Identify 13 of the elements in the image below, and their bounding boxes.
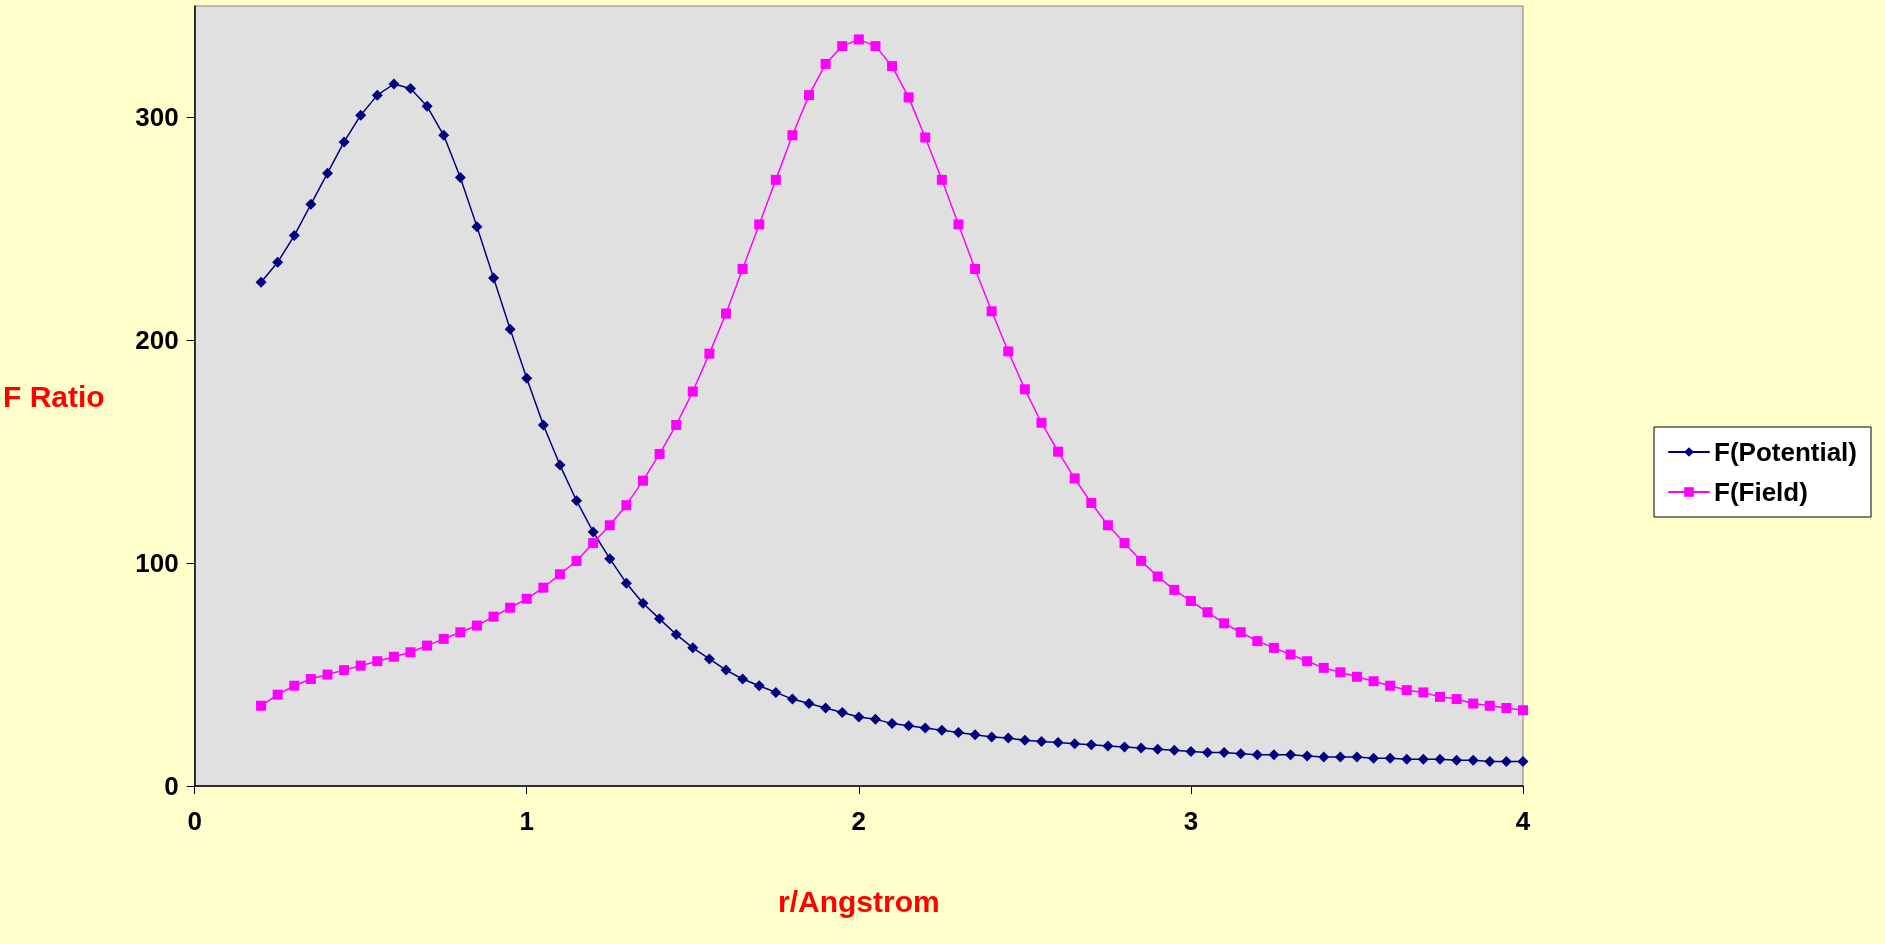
y-tick-label: 300	[135, 102, 179, 133]
x-tick-label: 0	[187, 806, 202, 836]
x-tick-label: 2	[851, 806, 867, 836]
legend-label: F(Potential)	[1714, 437, 1858, 467]
legend-label: F(Field)	[1714, 477, 1808, 507]
y-axis-title: F Ratio	[2, 379, 105, 413]
x-tick-label: 1	[519, 806, 534, 836]
y-tick-label: 200	[135, 325, 179, 356]
x-axis-title: r/Angstrom	[777, 884, 940, 918]
x-tick-label: 4	[1515, 806, 1531, 836]
y-tick-label: 100	[135, 548, 179, 579]
x-tick-label: 3	[1183, 806, 1199, 836]
y-tick-label: 0	[164, 771, 179, 801]
